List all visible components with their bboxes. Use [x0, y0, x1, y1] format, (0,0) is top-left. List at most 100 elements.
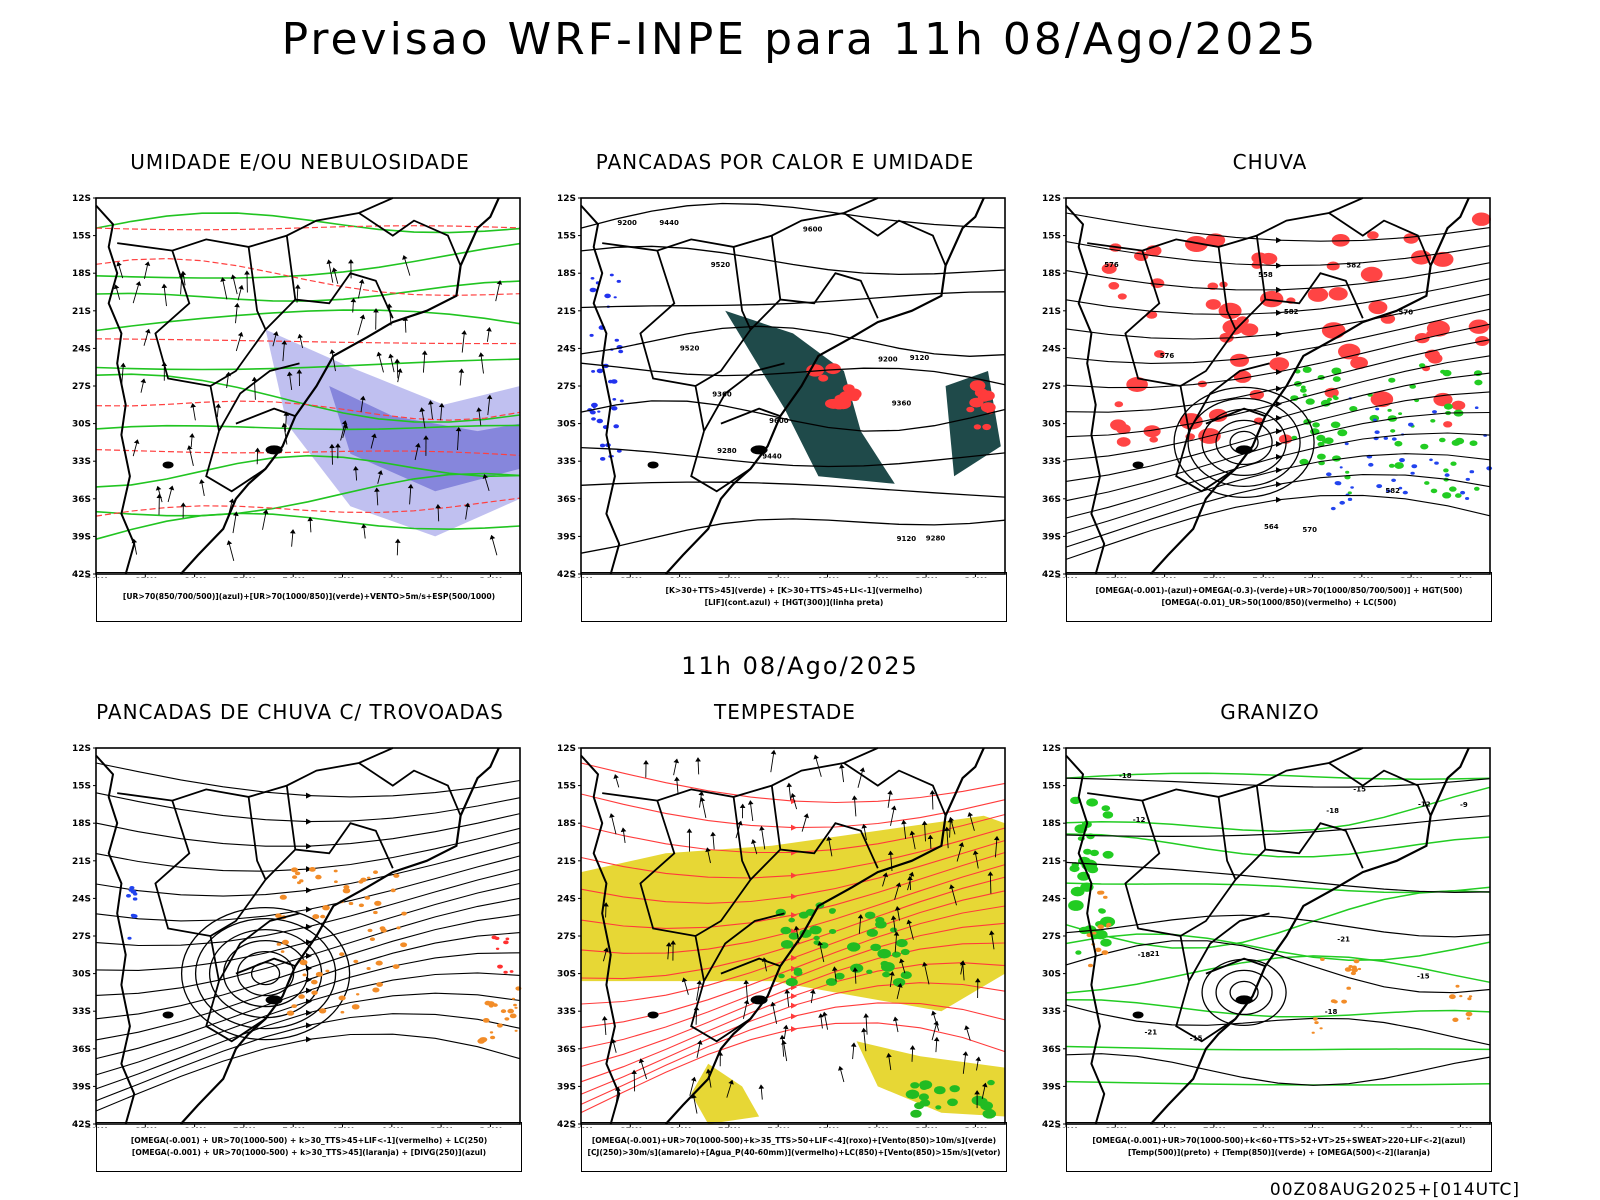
lon-label: 40W: [381, 577, 404, 578]
lon-label: 55W: [233, 577, 256, 578]
lon-label: 35W: [915, 1127, 938, 1128]
contour-label: 564: [1264, 523, 1279, 531]
rain-blue-areas: [1326, 397, 1493, 511]
red-dashed-contours: [95, 225, 521, 517]
lon-label: 45W: [1301, 577, 1324, 578]
lat-label: 18S: [72, 269, 91, 279]
panel-title: UMIDADE E/OU NEBULOSIDADE: [130, 150, 470, 174]
lon-label: 35W: [1400, 1127, 1423, 1128]
contour-label: -9: [1460, 801, 1468, 809]
lat-label: 39S: [1042, 1082, 1061, 1092]
contour-label: 582: [1346, 261, 1361, 269]
panel-title: CHUVA: [1232, 150, 1308, 174]
legend-box: [OMEGA(-0.001) + UR>70(1000-500) + k>30_…: [96, 1122, 522, 1172]
legend-line: [K>30+TTS>45](verde) + [K>30+TTS>45+LI<-…: [665, 586, 923, 595]
lat-label: 33S: [72, 457, 91, 467]
lat-label: 18S: [1042, 269, 1061, 279]
contour-label: 576: [1160, 352, 1175, 360]
contour-label: 9200: [617, 219, 637, 227]
lat-label: 27S: [1042, 932, 1061, 942]
lat-label: 42S: [1042, 1120, 1061, 1128]
map-granizo: -9-12-15-18-15-18-21-18-21-15-12-18-2112…: [1042, 744, 1491, 1128]
lat-label: 18S: [1042, 819, 1061, 829]
panel-title: PANCADAS DE CHUVA C/ TROVOADAS: [96, 700, 504, 724]
lon-label: 45W: [816, 577, 839, 578]
lat-label: 30S: [72, 420, 91, 430]
contour-label: 9120: [910, 354, 930, 362]
lat-label: 21S: [72, 307, 91, 317]
lon-label: 60W: [668, 577, 691, 578]
legend-line: [UR>70(850/700/500)](azul)+[UR>70(1000/8…: [122, 592, 496, 601]
contour-label: -18: [1119, 772, 1132, 780]
lon-label: 40W: [1351, 1127, 1374, 1128]
lon-label: 60W: [668, 1127, 691, 1128]
contour-label: 9520: [711, 261, 731, 269]
lat-label: 33S: [557, 457, 576, 467]
lat-label: 24S: [1042, 894, 1061, 904]
lat-label: 36S: [1042, 1045, 1061, 1055]
contour-label: -12: [1418, 801, 1431, 809]
lat-label: 33S: [1042, 457, 1061, 467]
contour-label: 9280: [717, 447, 737, 455]
legend-line: [CJ(250)>30m/s](amarelo)+[Agua_P(40-60mm…: [587, 1148, 1001, 1157]
panel-title: TEMPESTADE: [714, 700, 856, 724]
legend-line: [Temp(500)](preto) + [Temp(850)](verde) …: [1127, 1148, 1431, 1157]
lon-label: 50W: [1252, 1127, 1275, 1128]
panel-tempestade: TEMPESTADE 12S 15S 18S 21S 24S 27S 30S 33S 36S 39S…: [545, 700, 1025, 1190]
lat-label: 30S: [557, 420, 576, 430]
lat-label: 24S: [557, 344, 576, 354]
lon-label: 60W: [1153, 1127, 1176, 1128]
lon-label: 35W: [915, 577, 938, 578]
lat-label: 12S: [557, 744, 576, 754]
second-row-date: 11h 08/Ago/2025: [681, 652, 919, 680]
lat-label: 24S: [72, 344, 91, 354]
instability-fill: [725, 310, 895, 484]
contour-label: -12: [1133, 816, 1146, 824]
contour-label: 9120: [897, 535, 917, 543]
lat-label: 42S: [557, 1120, 576, 1128]
lat-label: 42S: [1042, 570, 1061, 578]
map-pancadas_calor: 9600 9520 9440 9360 9280 9520 9440 9360 9280 9200…: [557, 194, 1006, 578]
contour-label: -15: [1353, 786, 1366, 794]
legend-line: [OMEGA(-0.001)+UR>70(1000-500)+k<60+TTS>…: [1092, 1136, 1466, 1145]
lon-label: 65W: [1104, 1127, 1127, 1128]
contour-label: 9440: [659, 219, 679, 227]
rain-green-areas: [1290, 363, 1483, 499]
lat-label: 36S: [557, 1045, 576, 1055]
legend-line: [OMEGA(-0.01)_UR>50(1000/850)(vermelho) …: [1161, 598, 1397, 607]
lat-label: 21S: [557, 307, 576, 317]
contour-label: 570: [1399, 308, 1414, 316]
lat-label: 39S: [72, 1082, 91, 1092]
lat-label: 30S: [557, 970, 576, 980]
legend-line: [OMEGA(-0.001) + UR>70(1000-500) + k>30_…: [130, 1136, 488, 1145]
lon-label: 60W: [183, 577, 206, 578]
lat-label: 27S: [557, 382, 576, 392]
lon-label: 50W: [282, 577, 305, 578]
contour-label: 576: [1104, 261, 1119, 269]
lon-label: 30W: [1449, 1127, 1472, 1128]
legend-line: [OMEGA(-0.001) + UR>70(1000-500) + k>30_…: [131, 1148, 487, 1157]
lat-label: 27S: [557, 932, 576, 942]
contour-label: 9360: [712, 391, 732, 399]
li-red-areas-east: [966, 380, 996, 431]
lat-label: 24S: [1042, 344, 1061, 354]
contour-label: 582: [1284, 308, 1299, 316]
contour-label: -21: [1337, 936, 1350, 944]
lat-label: 33S: [1042, 1007, 1061, 1017]
lon-label: 50W: [767, 577, 790, 578]
lon-label: 45W: [331, 1127, 354, 1128]
lat-label: 18S: [72, 819, 91, 829]
contour-label: -21: [1145, 1029, 1158, 1037]
contour-label: 9280: [926, 535, 946, 543]
lon-label: 30W: [479, 1127, 502, 1128]
lon-label: 40W: [866, 1127, 889, 1128]
lon-label: 65W: [134, 577, 157, 578]
lon-label: 55W: [1203, 1127, 1226, 1128]
lon-label: 30W: [964, 577, 987, 578]
lon-label: 65W: [619, 577, 642, 578]
wind850-vectors: [601, 749, 1000, 1114]
lon-label: 55W: [233, 1127, 256, 1128]
map-boundaries: [580, 747, 985, 1125]
contour-label: 9440: [762, 453, 782, 461]
panel-chuva: CHUVA 582 582 576 570 564 558 570 582 576 12S 15S 18…: [1030, 150, 1510, 640]
